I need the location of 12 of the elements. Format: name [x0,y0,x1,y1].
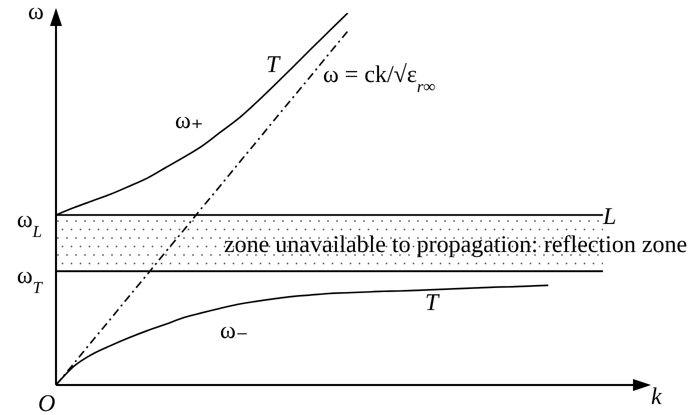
x-axis-title: k [651,384,662,410]
ref-line-label: ω$_{T}$ [16,263,44,297]
series-label: ω = ck/√ε$_{r∞}$ [323,62,436,96]
annotation: T [425,290,440,316]
series-label: ω₊ [175,108,204,134]
series-label: ω₋ [220,318,248,344]
annotation: T [266,52,281,78]
text: L [602,204,616,230]
y-axis-title: ω [28,0,44,25]
text: O [38,391,56,415]
ref-line-label: ω$_{L}$ [16,206,42,240]
band-label: zone unavailable to propagation: reflection zone [224,232,688,258]
